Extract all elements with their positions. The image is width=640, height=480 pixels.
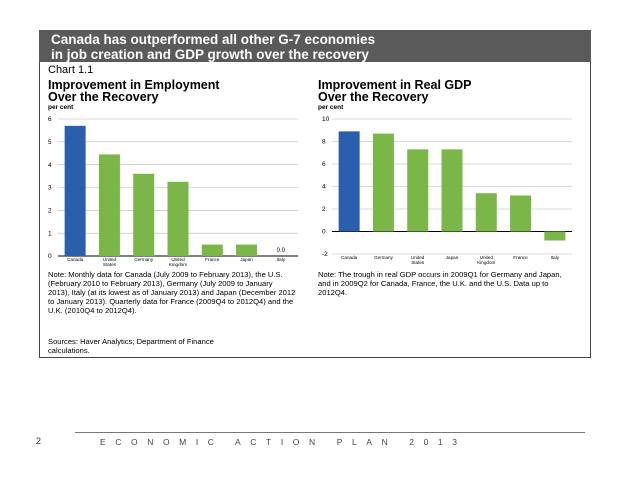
gdp-note: Note: The trough in real GDP occurs in 2…: [318, 270, 562, 297]
gdp-y-tick-label: 6: [322, 161, 326, 168]
employment-y-tick-label: 1: [48, 230, 52, 237]
gdp-bar-united-kingdom: [475, 193, 497, 232]
employment-y-tick-label: 5: [48, 139, 52, 146]
employment-bar-germany: [133, 173, 155, 256]
gdp-bar-italy: [544, 231, 566, 241]
employment-category-label: States: [103, 262, 117, 267]
employment-chart-title: Improvement in Employment Over the Recov…: [48, 78, 220, 104]
footer-rule: [75, 432, 585, 433]
employment-category-label: Kingdom: [169, 262, 187, 267]
gdp-category-label: Japan: [446, 255, 459, 260]
footer-title: ECONOMIC ACTION PLAN 2013: [100, 437, 467, 447]
gdp-bar-germany: [372, 133, 394, 232]
employment-y-tick-label: 0: [48, 253, 52, 260]
employment-title-line-2: Over the Recovery: [48, 90, 159, 104]
employment-category-label: Germany: [134, 257, 154, 262]
employment-y-tick-label: 4: [48, 162, 52, 169]
gdp-y-tick-label: 8: [322, 139, 326, 146]
gdp-y-tick-label: 2: [322, 206, 326, 213]
gdp-bar-france: [510, 195, 532, 232]
employment-y-tick-label: 3: [48, 185, 52, 192]
headline-line-2: in job creation and GDP growth over the …: [51, 47, 369, 62]
employment-category-label: Japan: [240, 257, 253, 262]
gdp-title-line-1: Improvement in Real GDP: [318, 78, 472, 92]
gdp-y-tick-label: 4: [322, 184, 326, 191]
employment-category-label: United: [171, 257, 185, 262]
chart-frame: [39, 62, 591, 358]
gdp-category-label: States: [411, 260, 425, 265]
gdp-category-label: France: [513, 255, 528, 260]
gdp-y-tick-label: 10: [322, 116, 330, 123]
gdp-y-axis-label: per cent: [318, 104, 344, 111]
gdp-category-label: Germany: [374, 255, 394, 260]
page-number: 2: [36, 436, 42, 446]
employment-note: Note: Monthly data for Canada (July 2009…: [48, 270, 296, 315]
headline-banner: Canada has outperformed all other G-7 ec…: [39, 30, 591, 62]
employment-bar-canada: [64, 125, 86, 256]
gdp-category-label: United: [411, 255, 425, 260]
employment-category-label: Canada: [67, 257, 84, 262]
employment-bar-united-states: [98, 154, 120, 256]
gdp-chart-title: Improvement in Real GDP Over the Recover…: [318, 78, 472, 104]
employment-y-tick-label: 6: [48, 116, 52, 123]
gdp-y-tick-label: -2: [322, 251, 328, 258]
employment-title-line-1: Improvement in Employment: [48, 78, 220, 92]
chart-number-label: Chart 1.1: [48, 64, 94, 76]
gdp-y-tick-label: 0: [322, 229, 326, 236]
employment-category-label: Italy: [277, 257, 286, 262]
employment-data-label: 0.0: [277, 248, 286, 254]
employment-bar-united-kingdom: [167, 181, 189, 256]
employment-y-axis-label: per cent: [48, 104, 74, 111]
gdp-category-label: Canada: [341, 255, 358, 260]
employment-bar-japan: [236, 244, 258, 256]
gdp-bar-canada: [338, 131, 360, 232]
employment-y-tick-label: 2: [48, 208, 52, 215]
gdp-category-label: Kingdom: [477, 260, 495, 265]
gdp-title-line-2: Over the Recovery: [318, 90, 429, 104]
employment-bar-france: [201, 244, 223, 256]
employment-category-label: France: [205, 257, 220, 262]
headline-line-1: Canada has outperformed all other G-7 ec…: [51, 32, 376, 47]
gdp-bar-united-states: [407, 149, 429, 232]
gdp-category-label: Italy: [551, 255, 560, 260]
gdp-bar-japan: [441, 149, 463, 232]
employment-category-label: United: [103, 257, 117, 262]
gdp-category-label: United: [480, 255, 494, 260]
employment-sources: Sources: Haver Analytics; Department of …: [48, 337, 214, 355]
